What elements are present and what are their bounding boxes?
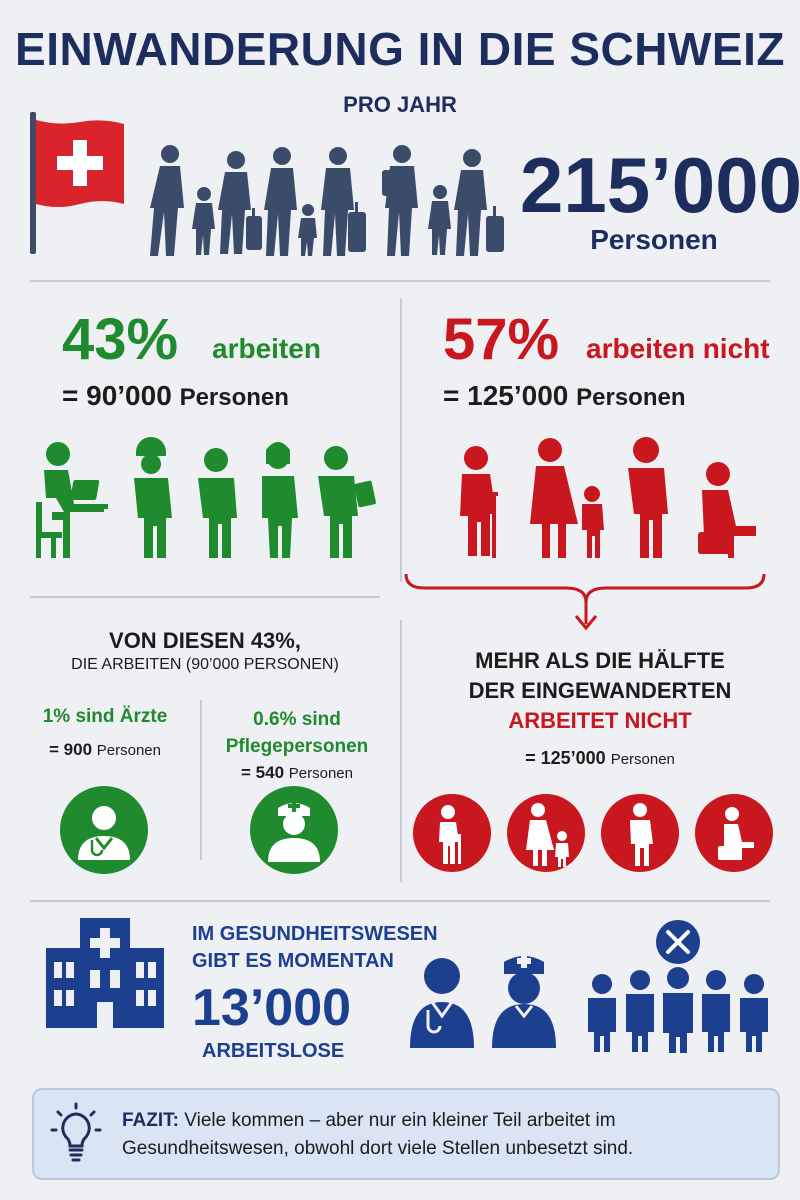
doctor-icon (410, 958, 474, 1048)
not-working-equals-value: = 125’000 (443, 380, 569, 411)
nurses-equals-unit: Personen (288, 765, 353, 782)
nurse-icon (250, 786, 338, 874)
unemployed-group-icon (588, 920, 768, 1053)
tablet-worker-icon (318, 446, 376, 558)
nurses-label-line1: 0.6% sind (253, 709, 341, 730)
desk-worker-icon (36, 442, 108, 558)
mother-child-icon (507, 794, 585, 872)
health-line-1: IM GESUNDHEITSWESEN (192, 923, 438, 945)
subset-title: VON DIESEN 43%, (109, 628, 301, 653)
not-working-equals: = 125’000 Personen (443, 380, 686, 412)
nurses-label: 0.6% sind Pflegepersonen (212, 706, 382, 760)
conclusion-text-1: Viele kommen – aber nur ein kleiner Teil… (184, 1110, 616, 1131)
not-working-equals-unit: Personen (576, 384, 686, 411)
migrant-group-icon (150, 145, 504, 256)
not-working-percent: 57% (443, 307, 560, 372)
not-working-label: arbeiten nicht (586, 333, 770, 364)
conclusion-line-1: FAZIT: Viele kommen – aber nur ein klein… (122, 1110, 616, 1132)
nurse-worker-icon (262, 442, 298, 558)
nurses-equals: = 540 Personen (212, 763, 382, 783)
mother-child-icon (530, 438, 604, 558)
nurse-icon (492, 954, 556, 1048)
conclusion-box (32, 1088, 780, 1180)
standing-person-icon (628, 437, 668, 558)
not-working-circles (413, 794, 773, 872)
working-label: arbeiten (212, 333, 321, 364)
standing-person-icon (601, 794, 679, 872)
total-label: Personen (590, 224, 718, 255)
worker-icon (198, 448, 237, 558)
doctors-label: 1% sind Ärzte (42, 706, 168, 727)
unemployed-number: 13’000 (192, 979, 352, 1037)
hospital-icon (46, 918, 164, 1028)
divider (30, 900, 770, 902)
working-equals-value: = 90’000 (62, 380, 172, 411)
sitting-person-icon (698, 462, 756, 558)
half-equals: = 125’000 Personen (420, 748, 780, 769)
divider (30, 280, 770, 282)
half-equals-unit: Personen (610, 751, 675, 768)
elderly-person-icon (413, 794, 491, 872)
swiss-flag-icon (36, 120, 124, 207)
close-icon (656, 920, 700, 964)
working-equals-unit: Personen (179, 384, 289, 411)
nurses-equals-value: = 540 (241, 763, 285, 782)
lightbulb-icon (50, 1102, 102, 1162)
not-working-people-group (460, 437, 756, 558)
healthcare-workers-icon (410, 954, 556, 1048)
construction-worker-icon (134, 437, 172, 558)
half-line-3: ARBEITET NICHT (508, 708, 692, 733)
doctors-equals: = 900 Personen (30, 740, 180, 760)
working-equals: = 90’000 Personen (62, 380, 289, 412)
divider (30, 596, 380, 598)
divider (400, 620, 402, 882)
elderly-person-icon (460, 446, 498, 558)
working-people-group (36, 437, 376, 558)
health-line-3: ARBEITSLOSE (202, 1040, 345, 1062)
page-subtitle: PRO JAHR (343, 92, 457, 117)
page-title: EINWANDERUNG IN DIE SCHWEIZ (15, 23, 785, 75)
half-line-2: DER EINGEWANDERTEN (468, 678, 732, 703)
total-number: 215’000 (520, 141, 800, 229)
divider (400, 298, 402, 582)
working-percent: 43% (62, 307, 179, 372)
flag-pole (30, 112, 36, 254)
conclusion-label: FAZIT: (122, 1110, 179, 1131)
sitting-person-icon (695, 794, 773, 872)
nurses-label-line2: Pflegepersonen (225, 736, 369, 757)
half-equals-value: = 125’000 (525, 748, 606, 768)
doctors-equals-unit: Personen (96, 742, 161, 759)
half-line-1: MEHR ALS DIE HÄLFTE (475, 648, 725, 673)
health-line-2: GIBT ES MOMENTAN (192, 950, 394, 972)
subset-subtitle: DIE ARBEITEN (90’000 PERSONEN) (71, 656, 339, 673)
bracket-arrow-icon (404, 573, 766, 631)
conclusion-line-2: Gesundheitswesen, obwohl dort viele Stel… (122, 1138, 634, 1159)
divider (200, 700, 202, 860)
doctor-icon (60, 786, 148, 874)
doctors-equals-value: = 900 (49, 740, 93, 759)
